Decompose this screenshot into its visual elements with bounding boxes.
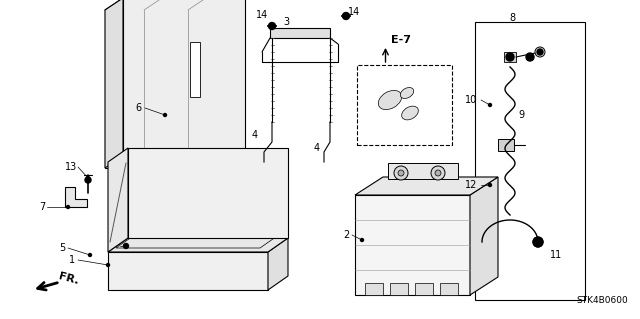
Polygon shape xyxy=(440,283,458,295)
Circle shape xyxy=(106,263,109,266)
Text: 13: 13 xyxy=(65,162,77,172)
Text: FR.: FR. xyxy=(57,271,79,286)
Bar xyxy=(475,22,585,300)
Polygon shape xyxy=(504,52,516,62)
Circle shape xyxy=(537,49,543,55)
Text: 6: 6 xyxy=(136,103,142,113)
Text: 9: 9 xyxy=(518,110,524,120)
Polygon shape xyxy=(365,283,383,295)
Text: 12: 12 xyxy=(465,180,477,190)
Polygon shape xyxy=(108,252,268,290)
Ellipse shape xyxy=(402,106,419,120)
Bar xyxy=(357,65,452,145)
Polygon shape xyxy=(390,283,408,295)
Text: 14: 14 xyxy=(256,10,268,20)
Circle shape xyxy=(488,183,492,187)
Polygon shape xyxy=(108,238,288,252)
Text: 2: 2 xyxy=(344,230,350,240)
Polygon shape xyxy=(355,177,498,195)
Polygon shape xyxy=(105,10,227,168)
Text: E-7: E-7 xyxy=(390,35,410,45)
Text: 3: 3 xyxy=(283,17,289,27)
Circle shape xyxy=(533,237,543,247)
Circle shape xyxy=(86,176,90,180)
Polygon shape xyxy=(388,163,458,179)
Circle shape xyxy=(435,170,441,176)
Text: 1: 1 xyxy=(69,255,75,265)
Circle shape xyxy=(398,170,404,176)
Circle shape xyxy=(85,177,91,183)
Polygon shape xyxy=(355,195,470,295)
Polygon shape xyxy=(65,187,87,207)
Circle shape xyxy=(88,254,92,256)
Ellipse shape xyxy=(378,90,402,110)
Circle shape xyxy=(394,166,408,180)
Polygon shape xyxy=(415,283,433,295)
Text: 10: 10 xyxy=(465,95,477,105)
Circle shape xyxy=(269,23,275,29)
Text: 4: 4 xyxy=(314,143,320,153)
Circle shape xyxy=(506,53,514,61)
Circle shape xyxy=(163,114,166,116)
Polygon shape xyxy=(128,148,288,238)
Circle shape xyxy=(533,237,543,247)
Circle shape xyxy=(124,243,129,249)
Circle shape xyxy=(360,239,364,241)
Text: STK4B0600: STK4B0600 xyxy=(576,296,628,305)
Text: 4: 4 xyxy=(252,130,258,140)
Polygon shape xyxy=(268,238,288,290)
Polygon shape xyxy=(123,0,245,156)
Circle shape xyxy=(342,12,349,19)
Polygon shape xyxy=(191,41,200,97)
Polygon shape xyxy=(470,177,498,295)
Polygon shape xyxy=(105,0,123,168)
Text: 11: 11 xyxy=(550,250,563,260)
Circle shape xyxy=(431,166,445,180)
Text: 14: 14 xyxy=(348,7,360,17)
Circle shape xyxy=(535,47,545,57)
Polygon shape xyxy=(108,148,128,252)
Polygon shape xyxy=(270,28,330,38)
Circle shape xyxy=(67,205,70,209)
Polygon shape xyxy=(227,0,245,168)
Circle shape xyxy=(526,53,534,61)
Circle shape xyxy=(488,103,492,107)
Circle shape xyxy=(536,240,541,244)
Text: 7: 7 xyxy=(39,202,45,212)
Text: 5: 5 xyxy=(59,243,65,253)
Text: 8: 8 xyxy=(509,13,515,23)
Ellipse shape xyxy=(400,87,413,99)
Polygon shape xyxy=(498,139,514,151)
